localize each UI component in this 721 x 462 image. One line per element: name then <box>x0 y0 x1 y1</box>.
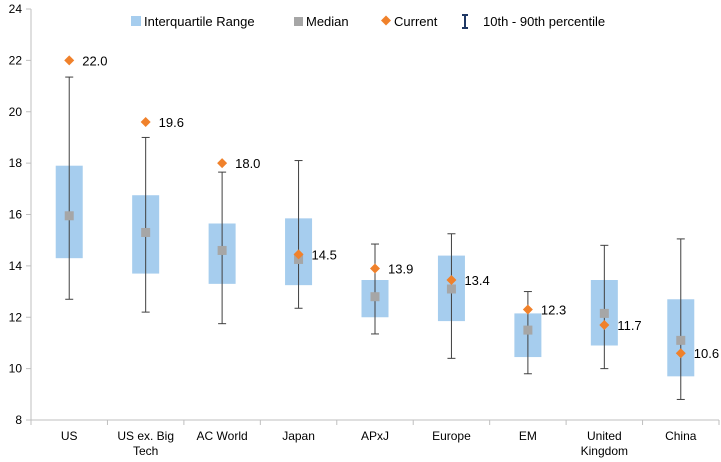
legend: Interquartile Range Median Current 10th … <box>131 14 605 29</box>
plot-area: 8 10 12 14 16 18 20 22 24 22.0 US 19.6 US ex. BigTec… <box>9 2 720 458</box>
median-marker <box>370 292 380 302</box>
current-value-label: 10.6 <box>694 346 719 361</box>
legend-median-label: Median <box>306 14 349 29</box>
current-value-label: 22.0 <box>82 53 107 68</box>
x-category-label: China <box>665 429 697 443</box>
median-marker <box>446 284 456 294</box>
x-category-label: EM <box>519 429 537 443</box>
x-category-label: Japan <box>282 429 315 443</box>
current-value-label: 14.5 <box>312 247 337 262</box>
y-tick-label: 20 <box>9 105 23 119</box>
median-marker <box>217 245 227 255</box>
current-marker <box>370 263 380 274</box>
current-marker <box>675 348 686 359</box>
current-marker <box>64 55 75 66</box>
current-marker <box>140 117 151 128</box>
legend-iqr-label: Interquartile Range <box>144 14 255 29</box>
legend-median-swatch <box>294 17 303 26</box>
current-marker <box>217 158 228 169</box>
x-category-label: US <box>61 429 78 443</box>
y-tick-label: 24 <box>9 2 23 16</box>
x-category-label: Kingdom <box>581 444 628 458</box>
y-tick-label: 16 <box>9 208 23 222</box>
x-category-label: United <box>587 429 622 443</box>
legend-iqr-swatch <box>131 16 141 26</box>
x-category-label: Europe <box>432 429 471 443</box>
y-tick-label: 8 <box>15 413 22 427</box>
y-tick-label: 22 <box>9 53 23 67</box>
current-value-label: 19.6 <box>159 115 184 130</box>
y-tick-label: 12 <box>9 310 23 324</box>
median-marker <box>141 227 151 237</box>
legend-current-swatch <box>381 15 391 26</box>
median-marker <box>599 308 609 318</box>
current-value-label: 18.0 <box>235 156 260 171</box>
x-category-label: APxJ <box>361 429 389 443</box>
x-category-label: US ex. Big <box>117 429 174 443</box>
y-tick-label: 14 <box>9 259 23 273</box>
x-category-label: AC World <box>197 429 248 443</box>
legend-range-icon <box>462 14 468 29</box>
current-marker <box>522 304 533 315</box>
median-marker <box>523 325 533 335</box>
current-value-label: 13.9 <box>388 261 413 276</box>
current-marker <box>293 249 304 260</box>
current-value-label: 12.3 <box>541 303 566 318</box>
current-value-label: 11.7 <box>617 318 641 333</box>
current-marker <box>446 275 457 286</box>
current-value-label: 13.4 <box>464 273 489 288</box>
y-tick-label: 18 <box>9 156 23 170</box>
y-tick-label: 10 <box>9 362 23 376</box>
median-marker <box>294 254 304 264</box>
median-marker <box>676 335 686 345</box>
x-category-label: Tech <box>133 444 158 458</box>
legend-range-label: 10th - 90th percentile <box>483 14 605 29</box>
legend-current-label: Current <box>394 14 438 29</box>
current-marker <box>599 319 610 330</box>
median-marker <box>64 211 74 221</box>
